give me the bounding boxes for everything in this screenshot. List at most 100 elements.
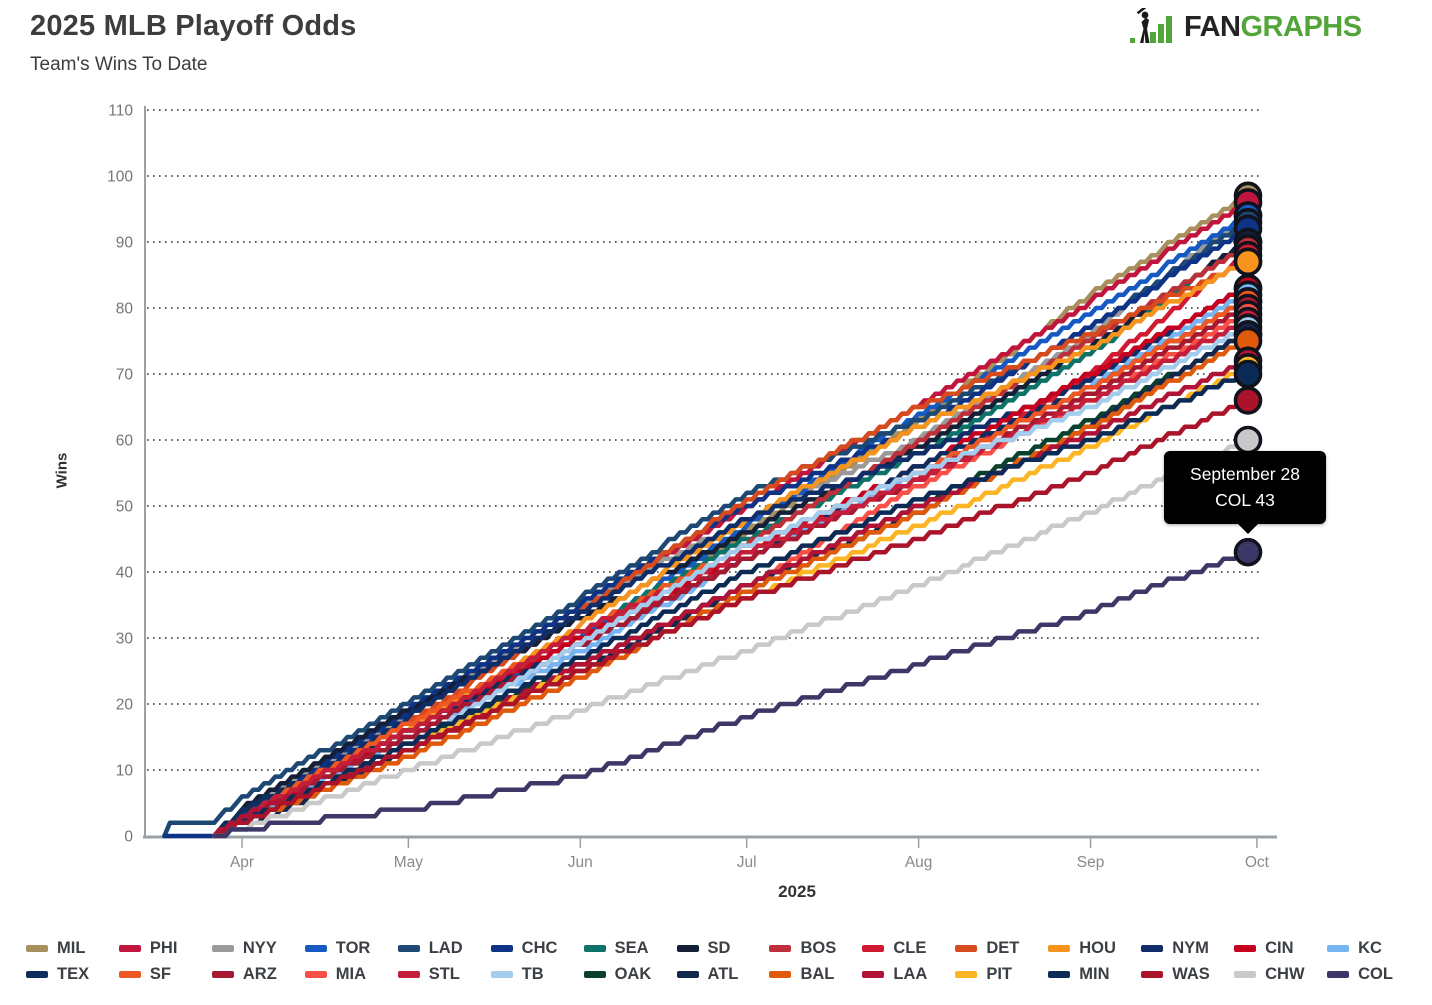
legend: MIL PHI NYY TOR LAD CHC SEA SD BOS CLE DET HOU NYM CI… [26, 939, 1420, 984]
legend-label: NYY [242, 939, 277, 957]
wins-line-STL[interactable] [212, 318, 1249, 839]
legend-item-LAA[interactable]: LAA [862, 965, 955, 984]
legend-item-KC[interactable]: KC [1327, 939, 1420, 958]
legend-item-NYM[interactable]: NYM [1141, 939, 1234, 958]
legend-label: MIL [57, 939, 86, 957]
wins-line-WAS[interactable] [212, 398, 1249, 839]
legend-item-ATL[interactable]: ATL [676, 965, 770, 984]
legend-swatch-WAS [1141, 971, 1164, 978]
legend-item-CHC[interactable]: CHC [490, 939, 584, 958]
legend-label: TEX [57, 965, 90, 983]
legend-swatch-SEA [583, 945, 606, 952]
x-axis-title: 2025 [778, 882, 816, 901]
wins-line-ARZ[interactable] [212, 305, 1249, 839]
legend-swatch-TEX [26, 971, 48, 978]
legend-label: BOS [800, 939, 837, 957]
legend-item-CHW[interactable]: CHW [1234, 965, 1327, 984]
legend-swatch-DET [955, 945, 978, 952]
legend-item-LAD[interactable]: LAD [397, 939, 491, 958]
legend-item-HOU[interactable]: HOU [1048, 939, 1141, 958]
y-tick-label: 50 [116, 499, 134, 516]
wins-line-BAL[interactable] [212, 338, 1249, 839]
legend-item-NYY[interactable]: NYY [211, 939, 305, 958]
legend-item-PIT[interactable]: PIT [955, 965, 1048, 984]
legend-item-MIL[interactable]: MIL [26, 939, 119, 958]
legend-item-STL[interactable]: STL [397, 965, 491, 984]
legend-swatch-NYM [1141, 945, 1164, 952]
legend-item-BAL[interactable]: BAL [769, 965, 862, 984]
legend-item-TB[interactable]: TB [490, 965, 584, 984]
legend-item-DET[interactable]: DET [955, 939, 1048, 958]
batter-icon [1136, 8, 1150, 43]
x-tick-label: Oct [1245, 854, 1270, 871]
legend-item-ARZ[interactable]: ARZ [211, 965, 305, 984]
legend-item-WAS[interactable]: WAS [1141, 965, 1234, 984]
y-tick-label: 40 [116, 565, 134, 582]
legend-label: STL [428, 965, 460, 983]
legend-item-CIN[interactable]: CIN [1234, 939, 1327, 958]
legend-swatch-HOU [1048, 945, 1071, 952]
fangraphs-logo: FANGRAPHS [1128, 8, 1362, 45]
fangraphs-logo-text: FANGRAPHS [1184, 11, 1362, 43]
legend-item-TOR[interactable]: TOR [304, 939, 398, 958]
legend-swatch-SF [118, 971, 141, 978]
wins-line-NYM[interactable] [212, 285, 1249, 839]
tooltip-date: September 28 [1190, 464, 1300, 484]
legend-label: LAA [893, 965, 928, 983]
fangraphs-logo-icon [1130, 8, 1172, 43]
legend-swatch-STL [397, 971, 420, 978]
legend-item-TEX[interactable]: TEX [26, 965, 119, 984]
y-tick-label: 30 [116, 631, 134, 648]
y-tick-label: 10 [116, 763, 134, 780]
legend-item-CLE[interactable]: CLE [862, 939, 955, 958]
x-tick-label: Aug [905, 854, 933, 871]
end-marker-COL[interactable] [1233, 537, 1263, 567]
wins-line-COL[interactable] [212, 549, 1249, 839]
legend-label: NYM [1172, 939, 1209, 957]
legend-item-BOS[interactable]: BOS [769, 939, 862, 958]
legend-label: TOR [335, 939, 371, 957]
legend-label: CHW [1265, 965, 1305, 983]
legend-swatch-CLE [862, 945, 885, 952]
legend-item-SF[interactable]: SF [118, 965, 212, 984]
legend-item-MIN[interactable]: MIN [1048, 965, 1141, 984]
legend-item-OAK[interactable]: OAK [583, 965, 677, 984]
legend-label: DET [986, 939, 1020, 957]
legend-label: OAK [614, 965, 652, 983]
x-tick-label: Sep [1077, 854, 1105, 871]
wins-line-CHW[interactable] [212, 437, 1249, 839]
legend-label: PHI [149, 939, 178, 957]
end-marker-WAS[interactable] [1233, 386, 1263, 415]
tooltip-value: COL 43 [1215, 490, 1275, 511]
legend-label: ARZ [242, 965, 277, 983]
legend-swatch-KC [1327, 945, 1350, 952]
x-tick-label: Jun [568, 854, 593, 871]
end-marker-HOU[interactable] [1233, 247, 1263, 277]
tooltip: September 28 COL 43 [1164, 451, 1326, 534]
y-tick-label: 110 [108, 103, 133, 120]
legend-item-SD[interactable]: SD [676, 939, 770, 958]
end-marker-CHW[interactable] [1233, 425, 1263, 455]
legend-item-MIA[interactable]: MIA [304, 965, 398, 984]
legend-swatch-ATL [676, 971, 699, 978]
legend-label: ATL [707, 965, 739, 983]
legend-item-SEA[interactable]: SEA [583, 939, 677, 958]
legend-item-PHI[interactable]: PHI [118, 939, 212, 958]
page-title: 2025 MLB Playoff Odds [30, 10, 357, 42]
legend-label: KC [1358, 939, 1382, 957]
end-marker-MIN[interactable] [1233, 359, 1263, 389]
legend-swatch-NYY [211, 945, 234, 952]
legend-label: SF [149, 965, 172, 983]
legend-swatch-PHI [118, 945, 141, 952]
legend-label: LAD [428, 939, 463, 957]
legend-swatch-MIN [1048, 971, 1071, 978]
legend-swatch-BAL [769, 971, 792, 978]
legend-item-COL[interactable]: COL [1327, 965, 1420, 984]
legend-label: WAS [1172, 965, 1210, 983]
legend-label: SEA [614, 939, 649, 957]
legend-label: BAL [800, 965, 835, 983]
y-tick-label: 90 [116, 235, 134, 252]
x-tick-label: Apr [230, 854, 254, 871]
